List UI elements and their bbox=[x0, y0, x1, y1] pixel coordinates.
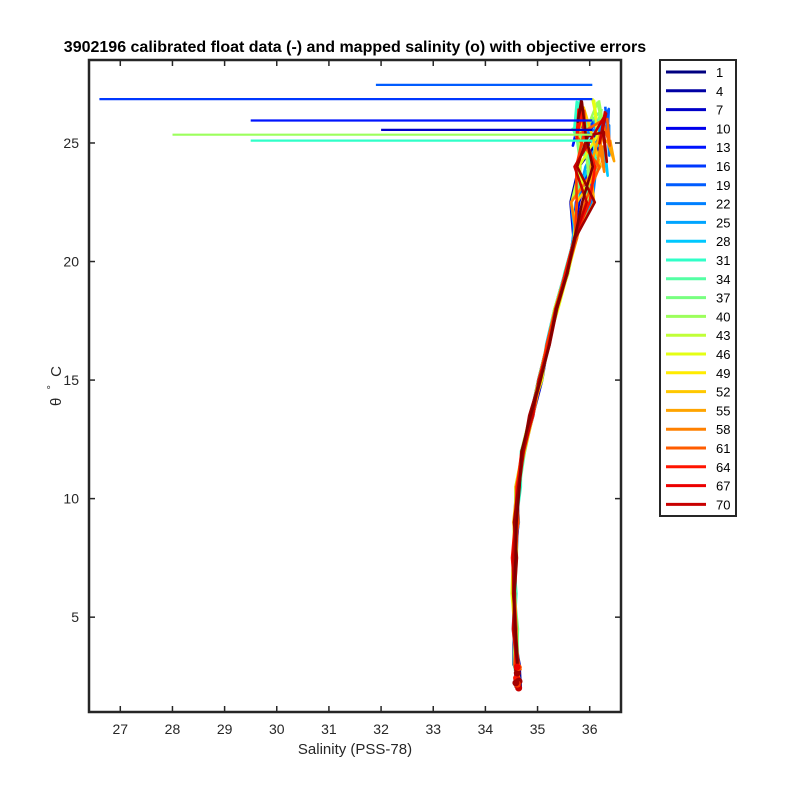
legend-label: 40 bbox=[716, 309, 730, 324]
legend-label: 55 bbox=[716, 403, 730, 418]
legend-label: 28 bbox=[716, 234, 730, 249]
profile-line bbox=[512, 111, 596, 681]
legend: 1 4 7 10 13 16 19 22 25 28 31 34 37 40 43 46 49 52 55 58 61 6… bbox=[659, 59, 737, 517]
x-tick-label: 28 bbox=[165, 721, 181, 737]
x-tick-label: 30 bbox=[269, 721, 285, 737]
y-tick-label: 25 bbox=[63, 135, 79, 151]
legend-label: 7 bbox=[716, 103, 723, 118]
profile-line bbox=[510, 134, 606, 686]
y-tick-label: 15 bbox=[63, 372, 79, 388]
x-tick-label: 31 bbox=[321, 721, 337, 737]
y-tick-label: 10 bbox=[63, 491, 79, 507]
x-tick-label: 32 bbox=[373, 721, 389, 737]
x-tick-label: 33 bbox=[425, 721, 441, 737]
legend-label: 10 bbox=[716, 121, 730, 136]
legend-label: 61 bbox=[716, 441, 730, 456]
svg-text:θ ° C: θ ° C bbox=[42, 366, 65, 406]
profile-line bbox=[511, 134, 609, 689]
legend-label: 34 bbox=[716, 272, 730, 287]
profile-line bbox=[512, 129, 609, 672]
legend-label: 58 bbox=[716, 422, 730, 437]
legend-label: 37 bbox=[716, 291, 730, 306]
legend-box bbox=[659, 59, 737, 517]
profiles-group bbox=[99, 83, 616, 692]
legend-label: 25 bbox=[716, 215, 730, 230]
legend-label: 16 bbox=[716, 159, 730, 174]
x-tick-label: 29 bbox=[217, 721, 233, 737]
legend-label: 70 bbox=[716, 497, 730, 512]
legend-label: 31 bbox=[716, 253, 730, 268]
legend-label: 19 bbox=[716, 178, 730, 193]
x-tick-label: 36 bbox=[582, 721, 598, 737]
deep-profile-point bbox=[512, 679, 520, 687]
y-axis-label: θ ° C bbox=[42, 366, 65, 406]
chart-title: 3902196 calibrated float data (-) and ma… bbox=[64, 39, 646, 56]
legend-label: 46 bbox=[716, 347, 730, 362]
legend-label: 64 bbox=[716, 460, 730, 475]
profile-line bbox=[510, 98, 599, 689]
x-axis-ticks: 27 28 29 30 31 32 33 34 35 36 bbox=[113, 60, 598, 737]
legend-label: 22 bbox=[716, 197, 730, 212]
x-tick-label: 35 bbox=[530, 721, 546, 737]
legend-label: 43 bbox=[716, 328, 730, 343]
y-tick-label: 5 bbox=[71, 609, 79, 625]
y-axis-label-unit: C bbox=[48, 366, 65, 377]
deep-profile-point bbox=[513, 669, 521, 677]
y-axis-ticks: 5 10 15 20 25 bbox=[63, 135, 621, 625]
legend-label: 4 bbox=[716, 84, 723, 99]
deep-profile-point bbox=[513, 663, 521, 671]
x-tick-label: 34 bbox=[478, 721, 494, 737]
plot-frame bbox=[87, 58, 623, 714]
y-axis-label-symbol: θ bbox=[48, 398, 65, 406]
profile-line bbox=[513, 122, 611, 680]
profile-line bbox=[511, 134, 616, 671]
x-axis-label: Salinity (PSS-78) bbox=[298, 741, 412, 758]
legend-label: 49 bbox=[716, 366, 730, 381]
legend-label: 67 bbox=[716, 479, 730, 494]
legend-label: 52 bbox=[716, 385, 730, 400]
y-tick-label: 20 bbox=[63, 254, 79, 270]
x-tick-label: 27 bbox=[113, 721, 129, 737]
legend-label: 1 bbox=[716, 65, 723, 80]
legend-label: 13 bbox=[716, 140, 730, 155]
